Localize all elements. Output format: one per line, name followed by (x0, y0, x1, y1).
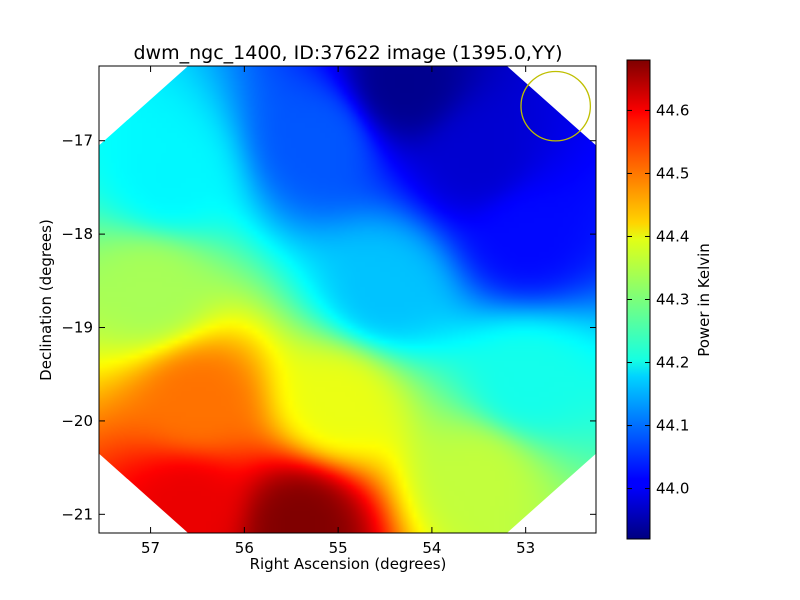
x-tick-label: 57 (141, 539, 160, 557)
colorbar-tick-label: 44.1 (656, 417, 689, 435)
heatmap-raster (99, 66, 596, 533)
x-tick-label: 54 (422, 539, 441, 557)
heatmap-image (99, 66, 596, 533)
x-tick-label: 56 (235, 539, 254, 557)
colorbar-label: Power in Kelvin (695, 243, 713, 357)
colorbar-ticks: 44.0 44.1 44.2 44.3 44.4 44.5 44.6 (627, 101, 689, 498)
y-tick-label: −17 (61, 132, 93, 150)
plot-frame (98, 65, 597, 534)
x-tick-label: 55 (329, 539, 348, 557)
x-tick-label: 53 (516, 539, 535, 557)
y-tick-label: −20 (61, 412, 93, 430)
colorbar-tick-label: 44.3 (656, 291, 689, 309)
y-axis-label: Declination (degrees) (37, 219, 55, 381)
colorbar: 44.0 44.1 44.2 44.3 44.4 44.5 44.6 Power in Ke… (626, 59, 713, 540)
chart-title: dwm_ngc_1400, ID:37622 image (1395.0,YY) (134, 42, 563, 64)
colorbar-tick-label: 44.5 (656, 164, 689, 182)
beam-circle (520, 70, 592, 142)
y-tick-label: −18 (61, 225, 93, 243)
y-axis-ticks: −17 −18 −19 −20 −21 (61, 132, 596, 523)
x-axis-ticks: 57 56 55 54 53 (141, 66, 535, 557)
colorbar-tick-label: 44.0 (656, 480, 689, 498)
colorbar-tick-label: 44.2 (656, 354, 689, 372)
x-axis-label: Right Ascension (degrees) (250, 555, 447, 573)
y-tick-label: −19 (61, 319, 93, 337)
colorbar-gradient (627, 60, 650, 539)
colorbar-tick-label: 44.6 (656, 101, 689, 119)
colorbar-tick-label: 44.4 (656, 227, 689, 245)
y-tick-label: −21 (61, 505, 93, 523)
